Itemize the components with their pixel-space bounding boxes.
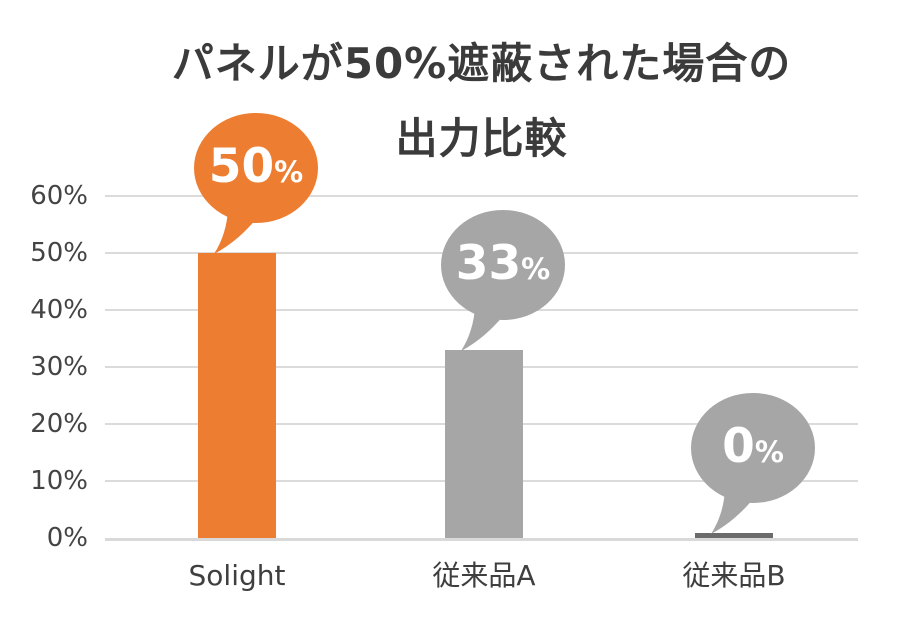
x-axis-label-Solight: Solight [188, 559, 286, 592]
y-tick-label-20%: 20% [30, 409, 88, 439]
x-axis-line [105, 538, 858, 541]
bar-従来品B [695, 533, 773, 538]
annotation-bubble-Solight: 50% [188, 111, 324, 261]
x-axis-label-従来品A: 従来品A [432, 559, 536, 592]
chart-title: パネルが50%遮蔽された場合の 出力比較 [105, 26, 858, 176]
bar-Solight [198, 253, 276, 538]
x-axis-label-従来品B: 従来品B [682, 559, 786, 592]
chart-title-line1: パネルが50%遮蔽された場合の [171, 39, 792, 88]
annotation-bubble-従来品B: 0% [685, 391, 821, 541]
bubble-value-number: 0 [722, 419, 755, 474]
speech-bubble-icon [441, 209, 565, 351]
gridline-60% [105, 195, 858, 197]
bubble-value-percent-sign: % [754, 435, 784, 469]
y-tick-label-40%: 40% [30, 295, 88, 325]
annotation-bubble-従来品A: 33% [435, 208, 571, 358]
y-tick-label-50%: 50% [30, 238, 88, 268]
bubble-value-percent-sign: % [521, 251, 551, 286]
bubble-value-label: 0% [685, 423, 821, 470]
y-tick-label-0%: 0% [46, 523, 88, 553]
bubble-value-number: 50 [208, 139, 275, 194]
speech-bubble-icon [194, 113, 318, 254]
y-tick-label-10%: 10% [30, 466, 88, 496]
y-tick-label-60%: 60% [30, 181, 88, 211]
speech-bubble-icon [691, 393, 815, 534]
bar-従来品A [445, 349, 523, 538]
bubble-value-label: 50% [188, 143, 324, 190]
bubble-value-label: 33% [435, 240, 571, 287]
y-tick-label-30%: 30% [30, 352, 88, 382]
bubble-value-percent-sign: % [274, 155, 304, 189]
bubble-value-number: 33 [455, 235, 522, 291]
chart-title-line2: 出力比較 [395, 114, 568, 163]
